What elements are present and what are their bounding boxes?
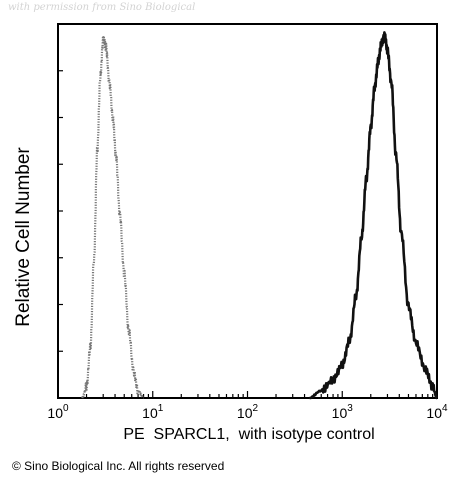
x-tick-base: 10 (47, 405, 63, 421)
x-tick-exponent: 1 (158, 403, 164, 414)
x-tick-label: 100 (47, 403, 69, 421)
x-tick-label: 102 (237, 403, 259, 421)
tick-group (57, 70, 438, 398)
x-tick-exponent: 0 (63, 403, 69, 414)
watermark: with permission from Sino Biological (8, 2, 196, 13)
x-tick-base: 10 (332, 405, 348, 421)
isotype-control-curve (81, 34, 145, 400)
plot-frame (57, 23, 438, 399)
y-axis-label: Relative Cell Number (13, 147, 34, 327)
x-tick-exponent: 2 (253, 403, 259, 414)
x-tick-label: 101 (142, 403, 164, 421)
x-tick-base: 10 (142, 405, 158, 421)
x-tick-exponent: 4 (442, 403, 448, 414)
x-tick-base: 10 (426, 405, 442, 421)
x-tick-base: 10 (237, 405, 253, 421)
x-tick-label: 103 (332, 403, 354, 421)
sparcl1-curve (308, 31, 438, 400)
tick-label-group: 100 101 102 103 104 (47, 403, 448, 421)
x-tick-exponent: 3 (347, 403, 353, 414)
x-axis-label: PE SPARCL1, with isotype control (123, 426, 375, 443)
x-tick-label: 104 (426, 403, 448, 421)
copyright-notice: © Sino Biological Inc. All rights reserv… (12, 459, 225, 473)
series-group (81, 31, 438, 400)
